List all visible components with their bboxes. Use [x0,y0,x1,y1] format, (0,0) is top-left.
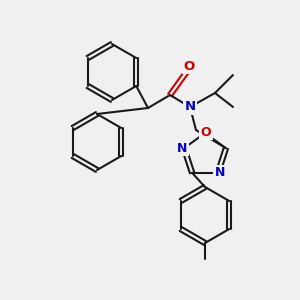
Text: O: O [183,59,195,73]
Text: O: O [201,125,211,139]
Text: N: N [184,100,196,113]
Text: N: N [177,142,187,155]
Text: N: N [215,166,225,179]
